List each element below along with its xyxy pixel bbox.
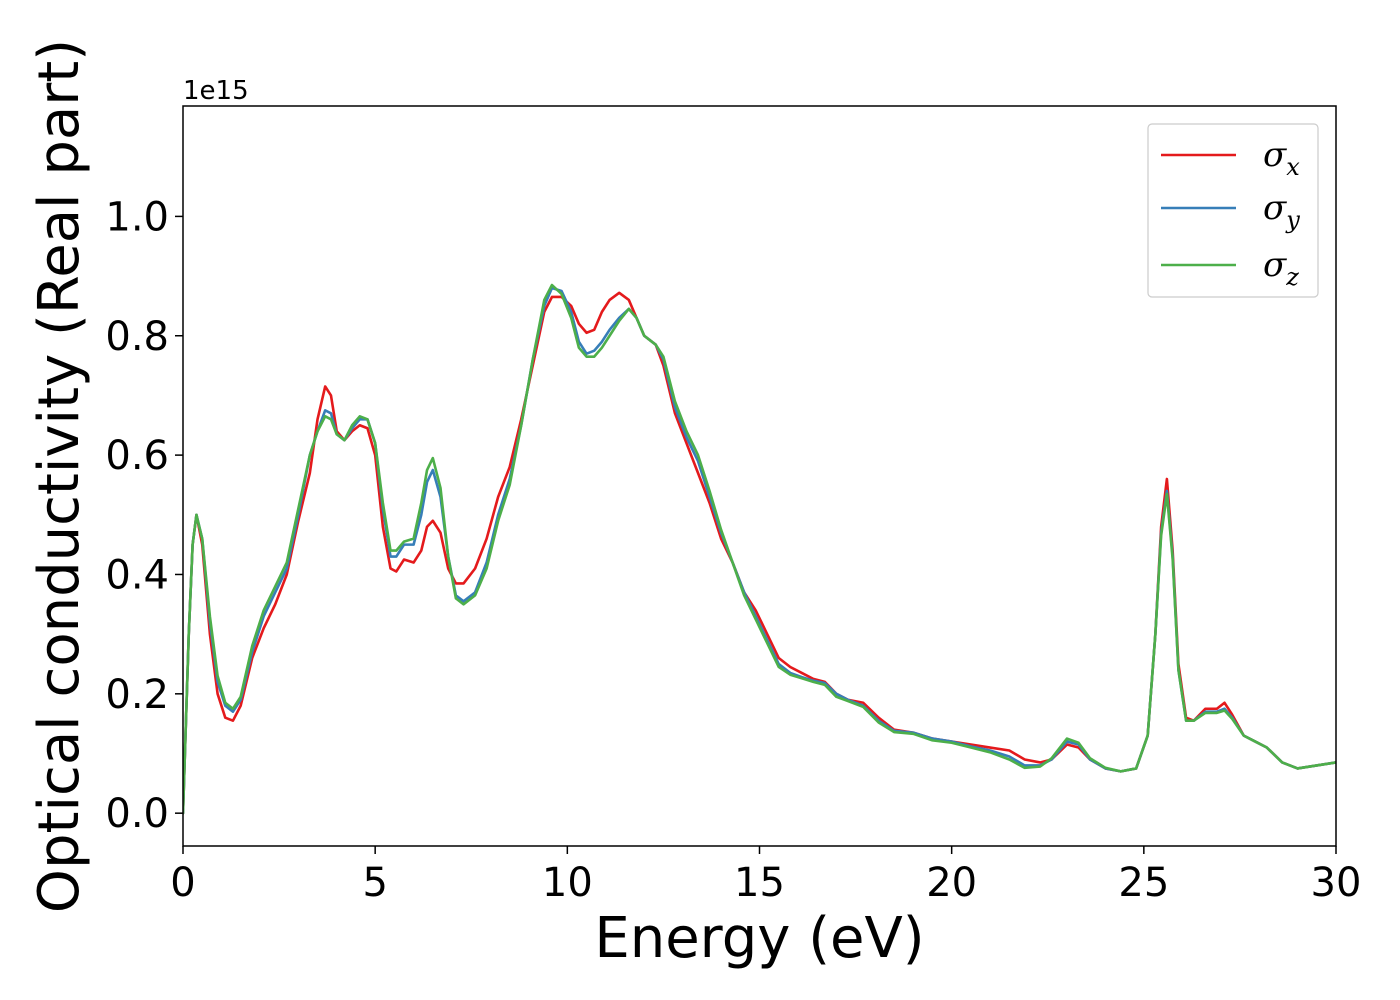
- series-layer: [183, 283, 1336, 815]
- y-offset-label: 1e15: [183, 76, 249, 106]
- y-tick-label: 0.0: [105, 791, 169, 837]
- plot-background: [183, 106, 1336, 846]
- legend-label-y: σy: [1263, 188, 1300, 234]
- legend-label-x: σx: [1263, 135, 1300, 181]
- legend-box: [1147, 123, 1319, 298]
- y-tick-label: 0.6: [105, 433, 169, 479]
- y-tick-label: 0.2: [105, 672, 169, 718]
- legend: σx σy σz: [1147, 123, 1319, 298]
- x-tick-label: 30: [1311, 860, 1362, 906]
- y-tick-label: 0.4: [105, 552, 169, 598]
- x-tick-label: 25: [1118, 860, 1169, 906]
- x-axis-title: Energy (eV): [594, 906, 924, 971]
- y-axis-title: Optical conductivity (Real part): [27, 39, 92, 913]
- y-axis: 0.0 0.2 0.4 0.6 0.8 1.0: [105, 194, 183, 837]
- x-tick-label: 0: [170, 860, 195, 906]
- legend-label-z: σz: [1263, 245, 1299, 291]
- x-tick-label: 5: [362, 860, 387, 906]
- y-tick-label: 0.8: [105, 314, 169, 360]
- series-line-z: [183, 283, 1336, 815]
- y-tick-label: 1.0: [105, 194, 169, 240]
- x-axis: 0 5 10 15 20 25 30: [170, 846, 1361, 906]
- x-tick-label: 20: [926, 860, 977, 906]
- x-tick-label: 15: [734, 860, 785, 906]
- x-tick-label: 10: [542, 860, 593, 906]
